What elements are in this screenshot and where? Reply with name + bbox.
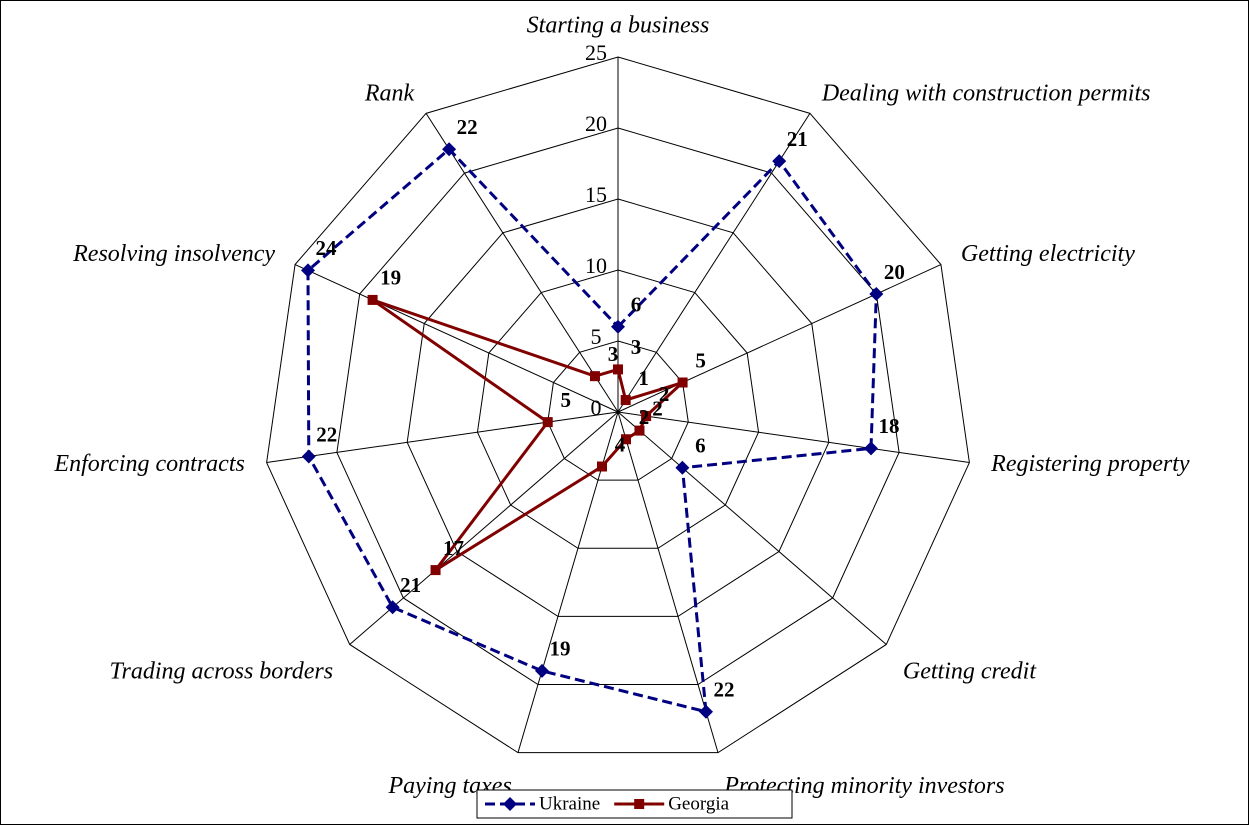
- data-label: 2: [659, 382, 670, 406]
- spoke: [294, 264, 619, 413]
- category-label: Dealing with construction permits: [821, 80, 1151, 106]
- marker: [596, 461, 607, 472]
- data-label: 2: [639, 405, 650, 429]
- data-label: 18: [878, 414, 899, 438]
- series-line: [306, 147, 878, 714]
- category-label: Starting a business: [527, 13, 710, 39]
- spoke: [617, 411, 719, 753]
- r-tick-label: 10: [585, 253, 607, 278]
- data-label: 3: [608, 342, 619, 366]
- spoke: [617, 411, 887, 645]
- category-label: Resolving insolvency: [72, 241, 275, 267]
- data-label: 2: [652, 396, 663, 420]
- series-line: [371, 298, 684, 572]
- data-label: 5: [560, 388, 571, 412]
- marker: [677, 377, 688, 388]
- marker: [542, 417, 553, 428]
- data-label: 1: [638, 366, 649, 390]
- data-label: 4: [615, 432, 626, 456]
- marker: [589, 371, 600, 382]
- data-label: 22: [714, 678, 735, 702]
- marker: [385, 600, 400, 615]
- spoke: [266, 411, 619, 464]
- legend-label: Ukraine: [539, 793, 600, 814]
- r-tick-label: 0: [591, 395, 602, 420]
- data-label: 22: [457, 115, 478, 139]
- data-label: 6: [695, 434, 706, 458]
- marker: [641, 411, 652, 422]
- data-label: 22: [316, 422, 337, 446]
- spoke: [425, 113, 619, 413]
- category-label: Enforcing contracts: [53, 451, 244, 477]
- marker: [620, 395, 631, 406]
- legend-label: Georgia: [668, 793, 729, 814]
- grid-ring: [547, 340, 689, 481]
- spoke: [617, 411, 970, 464]
- data-label: 21: [400, 573, 421, 597]
- data-label: 6: [631, 293, 642, 317]
- marker: [675, 460, 690, 475]
- marker: [634, 425, 645, 436]
- data-label: 5: [695, 348, 706, 372]
- category-label: Rank: [364, 80, 415, 106]
- data-label: 19: [380, 266, 401, 290]
- marker: [863, 441, 878, 456]
- marker: [611, 319, 625, 334]
- grid-ring: [266, 56, 970, 754]
- marker: [621, 434, 632, 445]
- category-label: Registering property: [990, 451, 1190, 477]
- marker: [534, 663, 549, 678]
- r-tick-label: 15: [585, 182, 607, 207]
- data-label: 20: [884, 260, 905, 284]
- legend-marker: [634, 799, 645, 809]
- legend-marker: [503, 797, 517, 811]
- spoke: [617, 264, 942, 413]
- marker: [300, 263, 315, 278]
- r-tick-label: 5: [591, 324, 602, 349]
- marker: [442, 142, 457, 157]
- r-tick-label: 25: [585, 40, 607, 65]
- marker: [613, 364, 623, 375]
- data-label: 17: [443, 536, 464, 560]
- category-label: Getting credit: [903, 658, 1037, 684]
- marker: [869, 287, 884, 302]
- marker: [430, 565, 441, 576]
- grid-ring: [336, 127, 900, 685]
- category-label: Getting electricity: [961, 241, 1135, 267]
- data-label: 3: [631, 335, 642, 359]
- marker: [301, 449, 316, 464]
- marker: [367, 294, 378, 305]
- category-label: Trading across borders: [109, 658, 333, 684]
- data-label: 19: [549, 637, 570, 661]
- marker: [772, 154, 787, 169]
- grid-ring: [406, 198, 830, 617]
- data-label: 21: [787, 127, 808, 151]
- r-tick-label: 20: [585, 111, 607, 136]
- marker: [699, 704, 714, 719]
- data-label: 24: [315, 236, 337, 260]
